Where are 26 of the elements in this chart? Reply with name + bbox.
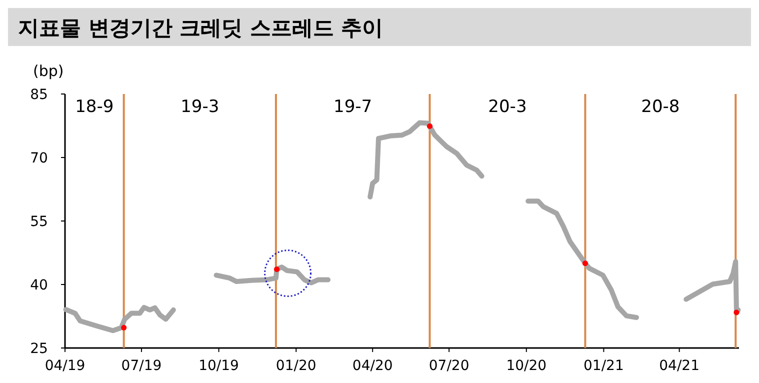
point — [121, 324, 127, 330]
point — [426, 123, 433, 129]
annotation: 19-7 — [334, 97, 372, 117]
x-tick-label: 07/20 — [428, 358, 470, 374]
x-tick-label: 10/20 — [506, 358, 547, 374]
x-tick-label: 07/19 — [121, 358, 162, 374]
y-tick-label: 70 — [30, 150, 48, 166]
annotation: 19-3 — [180, 97, 220, 117]
x-tick-label: 04/21 — [659, 358, 700, 374]
y-tick-label: 55 — [30, 214, 48, 230]
point — [274, 266, 280, 272]
point — [582, 260, 588, 266]
chart-title: 지표물 변경기간 크레딧 스프레드 추이 — [18, 16, 384, 40]
y-tick-label: 40 — [30, 278, 48, 294]
y-tick-label: 85 — [30, 87, 48, 103]
y-axis-title: (bp) — [33, 62, 64, 80]
y-tick-label: 25 — [30, 341, 48, 357]
annotation: 18-9 — [75, 97, 114, 117]
x-tick-label: 10/19 — [198, 358, 239, 374]
annotation: 20-3 — [488, 97, 527, 117]
x-tick-label: 04/19 — [44, 358, 86, 374]
point — [734, 310, 740, 316]
x-tick-label: 01/21 — [584, 358, 624, 374]
annotation: 20-8 — [641, 97, 680, 117]
x-tick-label: 04/20 — [352, 358, 393, 374]
x-tick-label: 01/20 — [276, 358, 316, 374]
